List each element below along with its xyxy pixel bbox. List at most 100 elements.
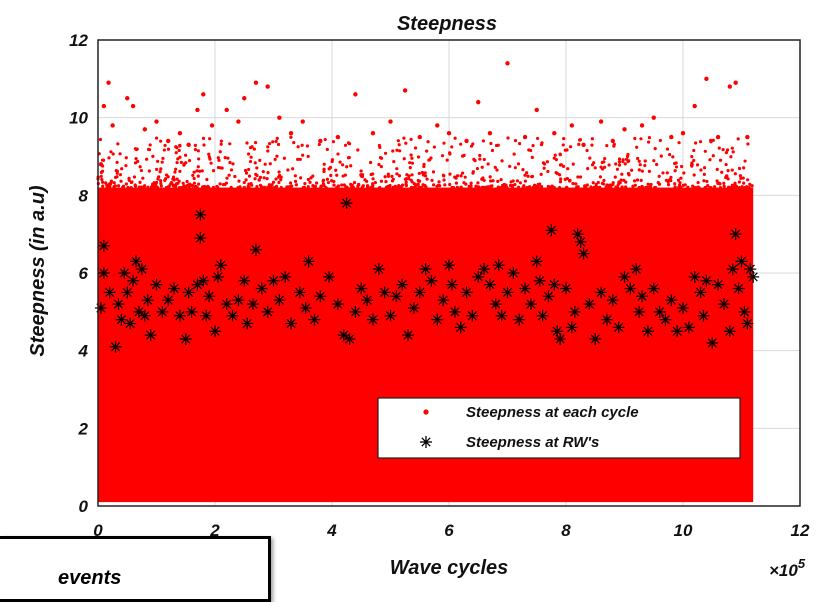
cycle-steepness-fringe-dot <box>285 185 289 189</box>
cycle-steepness-fringe-dot <box>614 162 618 166</box>
cycle-steepness-fringe-dot <box>228 160 232 165</box>
cycle-steepness-fringe-dot <box>494 143 499 148</box>
cycle-steepness-fringe-dot <box>146 147 151 151</box>
cycle-steepness-fringe-dot <box>171 184 175 188</box>
cycle-steepness-fringe-dot <box>384 180 388 184</box>
cycle-steepness-fringe-dot <box>536 136 540 141</box>
rogue-wave-point <box>273 294 286 307</box>
cycle-steepness-fringe-dot <box>748 182 752 186</box>
cycle-steepness-fringe-dot <box>412 182 416 186</box>
rogue-wave-point <box>138 309 151 322</box>
y-tick-label: 10 <box>69 109 88 128</box>
rogue-wave-point <box>694 286 707 299</box>
cycle-steepness-fringe-dot <box>637 185 641 190</box>
cycle-steepness-fringe-dot <box>517 141 522 146</box>
cycle-steepness-fringe-dot <box>151 154 155 158</box>
cycle-steepness-fringe-dot <box>561 164 566 168</box>
cycle-steepness-point <box>581 142 586 148</box>
cycle-steepness-point <box>446 131 452 136</box>
cycle-steepness-fringe-dot <box>496 179 500 184</box>
cycle-steepness-fringe-dot <box>690 162 694 167</box>
rogue-wave-point <box>565 321 578 334</box>
cycle-steepness-fringe-dot <box>207 152 211 156</box>
cycle-steepness-fringe-dot <box>203 185 207 189</box>
cycle-steepness-fringe-dot <box>720 170 724 174</box>
cycle-steepness-fringe-dot <box>459 174 463 178</box>
cycle-steepness-fringe-dot <box>293 179 298 183</box>
cycle-steepness-fringe-dot <box>485 185 489 189</box>
cycle-steepness-fringe-dot <box>705 179 709 184</box>
cycle-steepness-fringe-dot <box>274 139 278 143</box>
cycle-steepness-fringe-dot <box>715 179 719 183</box>
x-axis-multiplier-base: ×10 <box>769 561 798 580</box>
cycle-steepness-fringe-dot <box>508 164 512 168</box>
cycle-steepness-fringe-dot <box>322 167 326 171</box>
cycle-steepness-fringe-dot <box>282 156 286 160</box>
cycle-steepness-fringe-dot <box>116 184 121 188</box>
cycle-steepness-fringe-dot <box>609 183 613 187</box>
cycle-steepness-fringe-dot <box>266 171 270 175</box>
cycle-steepness-fringe-dot <box>407 174 411 178</box>
cycle-steepness-fringe-dot <box>733 181 737 185</box>
cycle-steepness-fringe-dot <box>417 179 422 183</box>
cycle-steepness-fringe-dot <box>694 141 698 145</box>
cycle-steepness-fringe-dot <box>192 170 196 174</box>
cycle-steepness-fringe-dot <box>306 185 310 189</box>
rogue-wave-point <box>574 235 587 248</box>
rogue-wave-point <box>554 333 567 346</box>
rogue-wave-point <box>185 305 198 318</box>
cycle-steepness-fringe-dot <box>607 163 611 167</box>
cycle-steepness-fringe-dot <box>137 185 141 189</box>
cycle-steepness-fringe-dot <box>539 172 543 176</box>
cycle-steepness-fringe-dot <box>533 185 537 190</box>
rogue-wave-point <box>633 305 646 318</box>
rogue-wave-point <box>323 270 336 283</box>
cycle-steepness-fringe-dot <box>653 147 657 151</box>
cycle-steepness-fringe-dot <box>679 185 683 190</box>
rogue-wave-point <box>340 197 353 210</box>
cycle-steepness-fringe-dot <box>286 168 290 172</box>
cycle-steepness-fringe-dot <box>121 184 126 188</box>
cycle-steepness-fringe-dot <box>733 172 737 176</box>
cycle-steepness-fringe-dot <box>726 177 730 181</box>
cycle-steepness-point <box>177 131 183 136</box>
cycle-steepness-fringe-dot <box>398 149 402 153</box>
rogue-wave-point <box>524 298 537 311</box>
cycle-steepness-fringe-dot <box>623 162 627 166</box>
cycle-steepness-fringe-dot <box>702 172 706 176</box>
cycle-steepness-fringe-dot <box>151 182 155 186</box>
cycle-steepness-point <box>125 96 130 101</box>
cycle-steepness-fringe-dot <box>613 175 617 179</box>
cycle-steepness-fringe-dot <box>133 147 137 151</box>
cycle-steepness-fringe-dot <box>216 156 220 160</box>
cycle-steepness-fringe-dot <box>351 185 356 190</box>
cycle-steepness-fringe-dot <box>482 157 486 162</box>
cycle-steepness-fringe-dot <box>639 178 643 182</box>
cycle-steepness-fringe-dot <box>196 174 200 178</box>
cycle-steepness-fringe-dot <box>545 160 549 164</box>
cycle-steepness-fringe-dot <box>600 181 604 185</box>
cycle-steepness-fringe-dot <box>336 152 340 156</box>
cycle-steepness-fringe-dot <box>410 161 415 165</box>
cycle-steepness-fringe-dot <box>104 181 108 185</box>
cycle-steepness-fringe-dot <box>386 172 390 176</box>
cycle-steepness-fringe-dot <box>327 167 331 171</box>
cycle-steepness-fringe-dot <box>277 173 282 178</box>
cycle-steepness-fringe-dot <box>159 167 163 171</box>
cycle-steepness-fringe-dot <box>460 154 465 158</box>
cycle-steepness-fringe-dot <box>669 178 673 183</box>
cycle-steepness-fringe-dot <box>632 179 637 183</box>
cycle-steepness-fringe-dot <box>325 177 329 181</box>
x-tick-label: 10 <box>674 521 693 540</box>
cycle-steepness-fringe-dot <box>669 175 673 179</box>
cycle-steepness-fringe-dot <box>127 176 131 180</box>
cycle-steepness-fringe-dot <box>513 183 517 187</box>
cycle-steepness-fringe-dot <box>349 164 353 168</box>
cycle-steepness-fringe-dot <box>296 157 300 161</box>
cycle-steepness-fringe-dot <box>145 157 149 161</box>
rogue-wave-point <box>606 294 619 307</box>
cycle-steepness-fringe-dot <box>702 179 706 183</box>
cycle-steepness-fringe-dot <box>298 157 302 161</box>
cycle-steepness-fringe-dot <box>635 178 640 182</box>
cycle-steepness-fringe-dot <box>288 181 293 185</box>
